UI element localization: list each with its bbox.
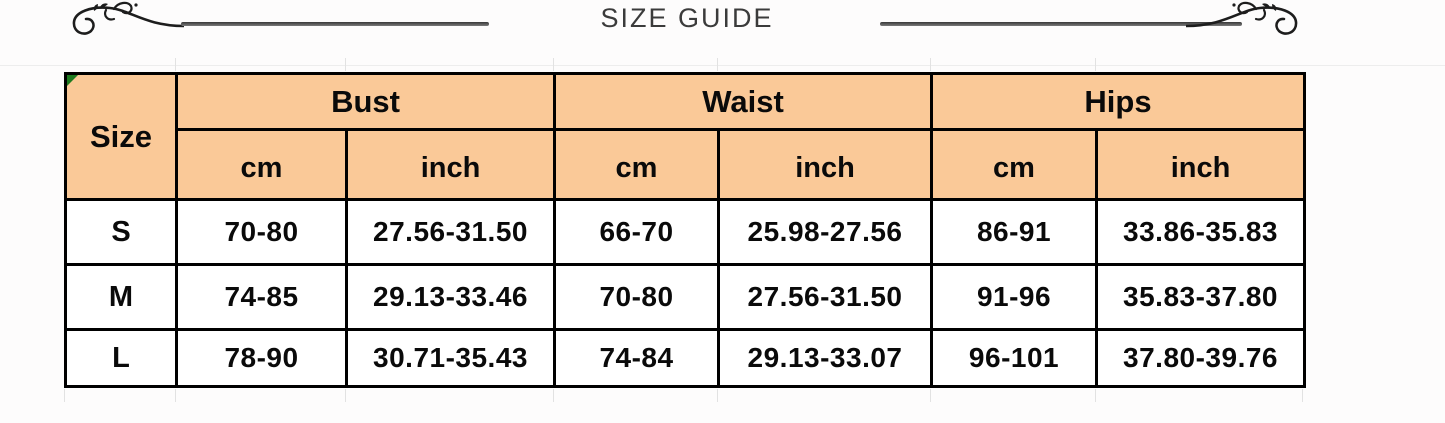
header-group-hips: Hips [930,72,1307,131]
row-m-hips-inch: 35.83-37.80 [1095,263,1307,331]
gridline-tick [553,389,554,402]
unit-header-hips-inch: inch [1095,128,1307,201]
header-size-label: Size [89,118,153,154]
unit-header-hips-cm: cm [930,128,1099,201]
unit-header-waist-cm: cm [553,128,721,201]
gridline-tick [930,58,931,71]
table-row-l: L 78-90 30.71-35.43 74-84 29.13-33.07 96… [64,328,1307,388]
row-s-hips-inch: 33.86-35.83 [1095,198,1307,266]
size-table: Size Bust Waist Hips cm inch cm inch cm … [64,72,1307,388]
row-l-hips-cm: 96-101 [930,328,1099,388]
gridline-tick [1095,389,1096,402]
row-m-hips-cm: 91-96 [930,263,1099,331]
gridline-tick [1095,58,1096,71]
flourish-left-icon [72,1,184,35]
table-row-s: S 70-80 27.56-31.50 66-70 25.98-27.56 86… [64,198,1307,266]
row-l-waist-inch: 29.13-33.07 [717,328,934,388]
row-m-bust-inch: 29.13-33.46 [344,263,557,331]
header-rule-left [181,22,489,26]
header-group-waist: Waist [553,72,934,131]
flourish-right-icon [1186,1,1298,35]
row-s-waist-inch: 25.98-27.56 [717,198,934,266]
row-s-waist-cm: 66-70 [553,198,721,266]
unit-header-bust-inch: inch [344,128,557,201]
row-l-bust-cm: 78-90 [175,328,348,388]
page-title: SIZE GUIDE [600,3,774,33]
header-size: Size [64,72,178,201]
row-s-size-label: S [64,198,178,266]
table-row-m: M 74-85 29.13-33.46 70-80 27.56-31.50 91… [64,263,1307,331]
row-m-waist-inch: 27.56-31.50 [717,263,934,331]
header-rule-right [880,22,1242,26]
gridline-tick [345,389,346,402]
row-s-hips-cm: 86-91 [930,198,1099,266]
row-s-bust-cm: 70-80 [175,198,348,266]
row-m-bust-cm: 74-85 [175,263,348,331]
gridline-tick [175,58,176,71]
row-l-bust-inch: 30.71-35.43 [344,328,557,388]
gridline-tick [1302,389,1303,402]
gridline-tick [345,58,346,71]
spreadsheet-gridline [0,65,1445,66]
header-group-bust: Bust [174,72,557,131]
gridline-tick [717,58,718,71]
unit-header-bust-cm: cm [175,128,348,201]
gridline-tick [64,389,65,402]
row-l-hips-inch: 37.80-39.76 [1095,328,1307,388]
row-s-bust-inch: 27.56-31.50 [344,198,557,266]
gridline-tick [717,389,718,402]
gridline-tick [553,58,554,71]
gridline-tick [930,389,931,402]
unit-header-waist-inch: inch [717,128,934,201]
row-l-size-label: L [64,328,178,388]
row-l-waist-cm: 74-84 [553,328,721,388]
row-m-size-label: M [64,263,178,331]
gridline-tick [175,389,176,402]
row-m-waist-cm: 70-80 [553,263,721,331]
excel-corner-marker-icon [67,75,78,86]
